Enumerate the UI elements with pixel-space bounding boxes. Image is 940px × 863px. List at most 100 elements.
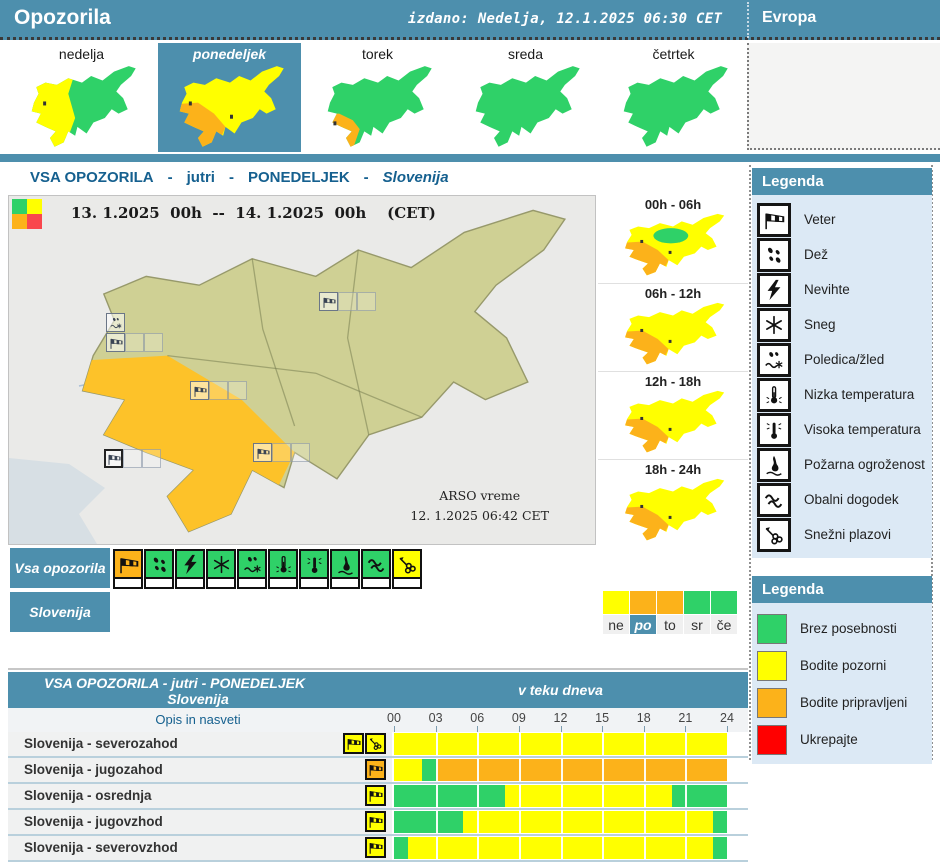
tab-day-label: ponedeljek	[192, 46, 267, 62]
row-region-cell[interactable]: Slovenija - severovzhod	[8, 836, 392, 860]
timeline-segment-green	[421, 759, 436, 781]
ice-icon	[757, 342, 791, 377]
legend-level-red: Ukrepajte	[752, 721, 932, 758]
day-label-sr[interactable]: sr	[684, 615, 710, 634]
warning-filter-fire[interactable]	[330, 549, 360, 589]
timeline-gridline	[560, 811, 563, 833]
timeline-gridline	[602, 759, 605, 781]
legend-item-high-temp: Visoka temperatura	[752, 412, 932, 447]
table-row: Slovenija - osrednja	[8, 784, 748, 810]
timeline-gridline	[685, 759, 688, 781]
row-region-label: Slovenija - jugovzhod	[24, 814, 163, 829]
timeline-gridline	[643, 811, 646, 833]
warning-filter-ice[interactable]	[237, 549, 267, 589]
row-region-label: Slovenija - jugozahod	[24, 762, 163, 777]
timeline-gridline	[518, 837, 521, 859]
tab-day-label: sreda	[507, 46, 544, 62]
wind-map-icon	[104, 449, 123, 468]
tab-day-torek[interactable]: torek	[306, 43, 449, 152]
row-region-cell[interactable]: Slovenija - jugovzhod	[8, 810, 392, 834]
timeline-gridline	[477, 785, 480, 807]
wind-icon	[113, 549, 143, 579]
day-label-to[interactable]: to	[657, 615, 683, 634]
legend-item-label: Veter	[804, 212, 836, 227]
day-level-to[interactable]	[657, 591, 683, 614]
rain-icon	[144, 549, 174, 579]
warning-filter-high-temp[interactable]	[299, 549, 329, 589]
storm-icon	[757, 272, 791, 307]
time-map-label: 12h - 18h	[644, 374, 702, 389]
warning-filter-storm[interactable]	[175, 549, 205, 589]
legend-item-fire: Požarna ogroženost	[752, 447, 932, 482]
europe-panel	[747, 43, 940, 150]
warning-filter-rain[interactable]	[144, 549, 174, 589]
table-row: Slovenija - severozahod	[8, 732, 748, 758]
row-timeline	[394, 785, 727, 807]
row-region-label: Slovenija - severozahod	[24, 736, 178, 751]
level-green-swatch	[12, 199, 27, 214]
row-region-cell[interactable]: Slovenija - jugozahod	[8, 758, 392, 782]
warning-count-box	[237, 579, 267, 589]
empty-warning-box	[125, 333, 144, 352]
map-valid-range: 13. 1.2025 00h -- 14. 1.2025 00h (CET)	[71, 204, 436, 222]
day-label-po[interactable]: po	[630, 615, 656, 634]
time-map-image	[598, 390, 748, 454]
warning-filter-low-temp[interactable]	[268, 549, 298, 589]
section-title: VSA OPOZORILA - jutri - PONEDELJEK - Slovenija	[30, 169, 449, 186]
row-region-label: Slovenija - osrednja	[24, 788, 152, 803]
hour-tick	[727, 726, 728, 732]
hour-tick	[602, 726, 604, 732]
legend-level-orange: Bodite pripravljeni	[752, 684, 932, 721]
day-level-po[interactable]	[630, 591, 656, 614]
tab-europe[interactable]: Evropa	[762, 9, 817, 26]
row-warning-icons	[316, 733, 386, 755]
warning-count-box	[299, 579, 329, 589]
hour-label-24: 24	[720, 711, 734, 725]
day-label-ne[interactable]: ne	[603, 615, 629, 634]
timeline-segment-yellow	[505, 785, 672, 807]
main-warning-map: 13. 1.2025 00h -- 14. 1.2025 00h (CET) A…	[8, 195, 596, 545]
warning-filter-coastal[interactable]	[361, 549, 391, 589]
empty-warning-box	[123, 449, 142, 468]
warning-filter-wind[interactable]	[113, 549, 143, 589]
timeline-segment-green	[394, 811, 464, 833]
timeline-gridline	[685, 733, 688, 755]
tab-day-sreda[interactable]: sreda	[454, 43, 597, 152]
red-swatch	[757, 724, 787, 755]
time-map-06h-12h: 06h - 12h	[598, 283, 748, 369]
hour-label-03: 03	[428, 711, 443, 725]
legend-item-storm: Nevihte	[752, 272, 932, 307]
timeline-gridline	[643, 785, 646, 807]
tab-day-ponedeljek[interactable]: ponedeljek	[158, 43, 301, 152]
high-temp-icon	[299, 549, 329, 579]
timeline-segment-green	[713, 811, 727, 833]
row-region-cell[interactable]: Slovenija - osrednja	[8, 784, 392, 808]
timeline-gridline	[477, 759, 480, 781]
region-label: Slovenija	[10, 592, 110, 632]
day-label-če[interactable]: če	[711, 615, 737, 634]
time-map-12h-18h: 12h - 18h	[598, 371, 748, 457]
timeline-gridline	[602, 811, 605, 833]
warning-filter-snow[interactable]	[206, 549, 236, 589]
tab-day-četrtek[interactable]: četrtek	[602, 43, 745, 152]
warning-count-box	[144, 579, 174, 589]
empty-warning-box	[338, 292, 357, 311]
day-level-če[interactable]	[711, 591, 737, 614]
tab-day-label: nedelja	[58, 46, 105, 62]
section-title-day: PONEDELJEK	[247, 169, 350, 186]
day-level-ne[interactable]	[603, 591, 629, 614]
tab-day-nedelja[interactable]: nedelja	[10, 43, 153, 152]
timeline-gridline	[685, 837, 688, 859]
time-map-image	[598, 213, 748, 277]
wind-icon	[343, 733, 364, 754]
timeline-segment-green	[671, 785, 727, 807]
table-header: VSA OPOZORILA - jutri - PONEDELJEK Slove…	[8, 672, 748, 708]
warning-filter-avalanche[interactable]	[392, 549, 422, 589]
warning-count-box	[206, 579, 236, 589]
day-level-sr[interactable]	[684, 591, 710, 614]
row-region-cell[interactable]: Slovenija - severozahod	[8, 732, 392, 756]
dotted-separator-left	[749, 165, 751, 760]
time-map-label: 06h - 12h	[644, 286, 702, 301]
legend-level-green: Brez posebnosti	[752, 610, 932, 647]
